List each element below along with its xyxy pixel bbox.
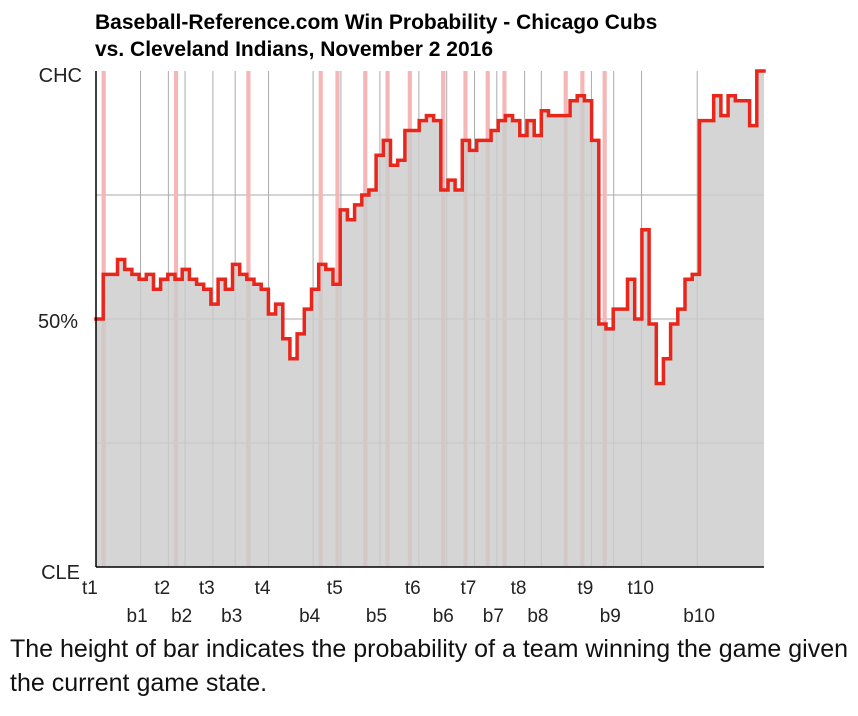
inning-label-bottom: b2 [171, 606, 192, 627]
probability-line [94, 69, 766, 386]
highlight-bar [602, 71, 607, 567]
inning-label-top: t6 [405, 578, 421, 599]
inning-label-bottom: b8 [527, 606, 548, 627]
probability-fill [96, 71, 764, 567]
chart-title-line-1: Baseball-Reference.com Win Probability -… [95, 11, 657, 34]
inning-label-bottom: b6 [433, 606, 454, 627]
inning-label-top: t9 [577, 578, 593, 599]
inning-label-top: t10 [628, 578, 654, 599]
inning-label-top: t3 [199, 578, 215, 599]
inning-label-top: t1 [82, 578, 98, 599]
inning-label-bottom: b1 [127, 606, 148, 627]
inning-label-bottom: b3 [221, 606, 242, 627]
win-probability-chart: Baseball-Reference.com Win Probability -… [38, 11, 766, 627]
chart-caption: The height of bar indicates the probabil… [10, 635, 849, 697]
inning-label-bottom: b9 [600, 606, 621, 627]
inning-label-top: t2 [154, 578, 170, 599]
probability-area [96, 71, 764, 567]
inning-label-bottom: b5 [366, 606, 387, 627]
inning-label-top: t7 [461, 578, 477, 599]
inning-labels: t1 t2 t3 t4 t5 t6 t7 t8 t9 t10 b1 b2 b3 b4 b5 b6 b7 b8 b9 b… [82, 578, 715, 627]
inning-label-bottom: b7 [483, 606, 504, 627]
y-tick-label-cle: CLE [41, 562, 80, 584]
inning-label-bottom: b4 [299, 606, 321, 627]
chart-title-line-2: vs. Cleveland Indians, November 2 2016 [95, 38, 493, 61]
inning-label-top: t4 [255, 578, 271, 599]
probability-step-line [94, 69, 766, 386]
inning-label-top: t8 [511, 578, 527, 599]
inning-label-bottom: b10 [683, 606, 715, 627]
inning-label-top: t5 [327, 578, 343, 599]
y-tick-label-chc: CHC [39, 65, 82, 87]
axes [95, 71, 764, 568]
y-tick-label-50: 50% [38, 311, 78, 333]
